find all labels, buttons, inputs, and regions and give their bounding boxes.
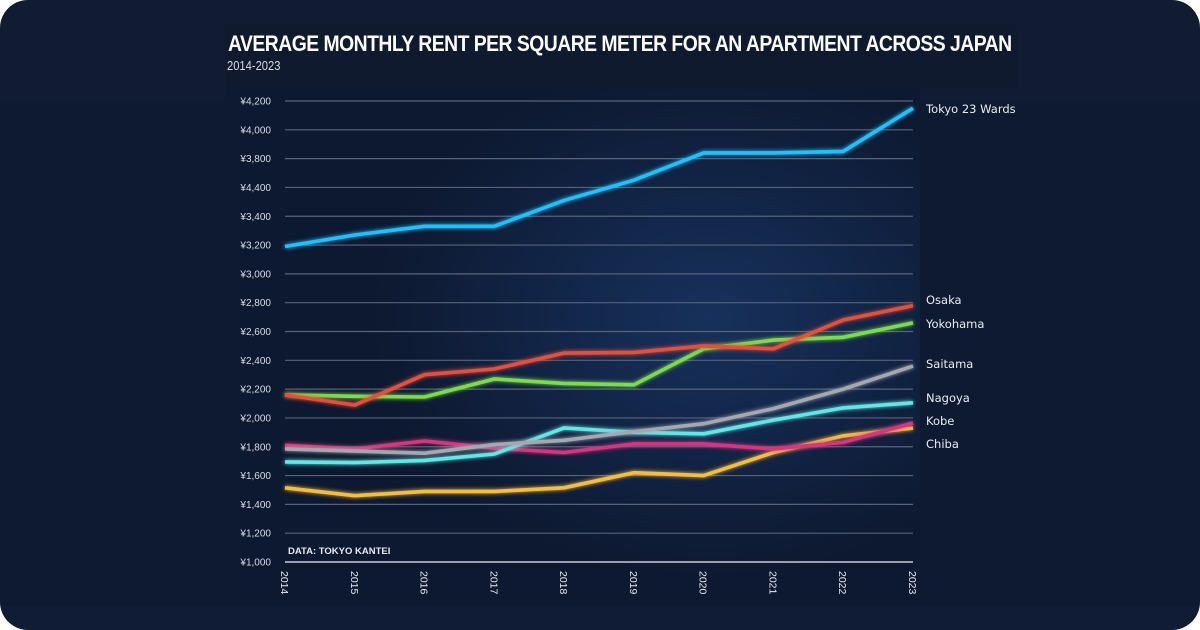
series-line-kobe <box>284 421 914 455</box>
x-tick-label: 2015 <box>348 571 360 595</box>
chart-subtitle: 2014-2023 <box>227 58 281 73</box>
y-tick-label: ¥1,600 <box>239 471 271 482</box>
y-tick-label: ¥1,000 <box>239 558 271 569</box>
x-tick-label: 2017 <box>487 571 499 595</box>
y-tick-label: ¥4,200 <box>239 97 271 108</box>
y-tick-label: ¥2,800 <box>239 298 271 309</box>
series-label-yokohama: Yokohama <box>925 317 984 331</box>
source-note: DATA: TOKYO KANTEI <box>288 546 390 557</box>
y-tick-label: ¥2,600 <box>239 327 271 338</box>
series-label-saitama: Saitama <box>926 357 973 371</box>
x-tick-label: 2020 <box>697 571 709 595</box>
y-tick-label: ¥3,200 <box>239 241 271 252</box>
series-line-tokyo-23-wards <box>284 106 914 249</box>
chart-title: AVERAGE MONTHLY RENT PER SQUARE METER FO… <box>228 31 1012 56</box>
series-label-tokyo-23-wards: Tokyo 23 Wards <box>925 102 1016 116</box>
x-tick-label: 2021 <box>766 571 778 595</box>
series-label-chiba: Chiba <box>926 437 959 451</box>
x-axis: 2014 2015 2016 2017 2018 2019 2020 2021 2022 2023 <box>278 571 918 595</box>
y-tick-label: ¥3,400 <box>239 212 271 223</box>
x-tick-label: 2014 <box>278 571 290 595</box>
gridlines <box>285 100 913 563</box>
x-tick-label: 2016 <box>418 571 430 595</box>
series-labels: Tokyo 23 Wards Osaka Yokohama Saitama Nagoya… <box>925 102 1016 451</box>
series-line-yokohama <box>284 321 914 399</box>
y-tick-label: ¥4,000 <box>239 125 271 136</box>
series-line-osaka <box>284 303 914 407</box>
y-tick-label: ¥2,400 <box>239 356 271 367</box>
y-tick-label: ¥4,400 <box>239 183 271 194</box>
series-lines <box>284 106 914 498</box>
title-panel <box>225 25 1017 88</box>
x-tick-label: 2022 <box>836 571 848 595</box>
y-tick-label: ¥3,800 <box>239 154 271 165</box>
x-tick-label: 2018 <box>557 571 569 595</box>
x-tick-label: 2023 <box>906 571 918 595</box>
y-tick-label: ¥1,200 <box>239 529 271 540</box>
x-tick-label: 2019 <box>627 571 639 595</box>
series-line-saitama <box>284 364 914 456</box>
axis-panel <box>225 88 241 606</box>
y-tick-label: ¥3,000 <box>239 269 271 280</box>
series-label-kobe: Kobe <box>926 414 954 428</box>
plot-panel <box>240 88 920 606</box>
series-label-osaka: Osaka <box>926 293 962 307</box>
y-tick-label: ¥2,000 <box>239 413 271 424</box>
y-tick-label: ¥1,400 <box>239 500 271 511</box>
y-axis: ¥1,000 ¥1,200 ¥1,400 ¥1,600 ¥1,800 ¥2,000 ¥2,2… <box>239 97 271 569</box>
y-tick-label: ¥2,200 <box>239 385 271 396</box>
series-line-nagoya <box>284 401 914 465</box>
y-tick-label: ¥1,800 <box>239 442 271 453</box>
series-label-nagoya: Nagoya <box>926 391 970 405</box>
